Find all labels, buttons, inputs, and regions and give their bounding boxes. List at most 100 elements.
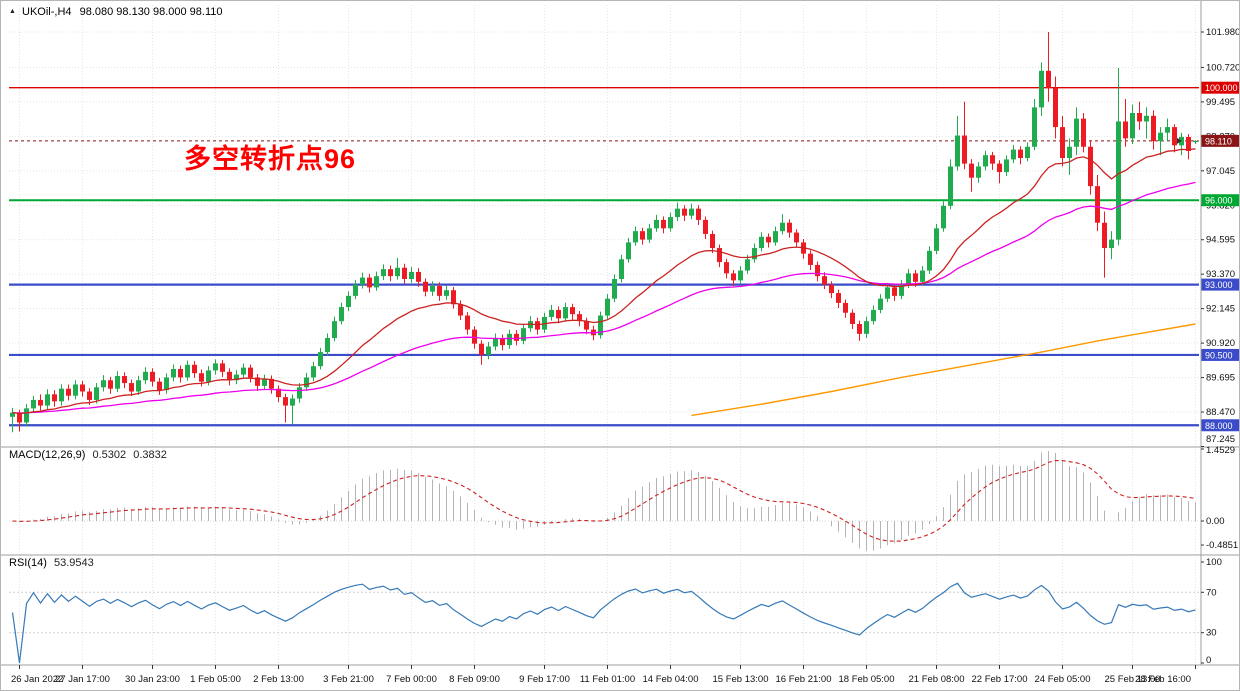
candle-body bbox=[486, 346, 491, 355]
candle-body bbox=[206, 370, 211, 382]
candle-body bbox=[31, 399, 36, 409]
candle-body bbox=[766, 236, 771, 243]
candle-body bbox=[598, 315, 603, 336]
candle-body bbox=[577, 314, 582, 322]
candle-body bbox=[423, 281, 428, 292]
candle-body bbox=[227, 371, 232, 381]
candle-body bbox=[1158, 132, 1163, 142]
candle-body bbox=[108, 380, 113, 389]
candle-body bbox=[843, 302, 848, 313]
candle-body bbox=[430, 286, 435, 292]
candle-body bbox=[45, 394, 50, 406]
candle-body bbox=[969, 163, 974, 178]
axis-label: 1.4529 bbox=[1206, 445, 1235, 456]
annotation-text[interactable]: 多空转折点96 bbox=[184, 144, 357, 174]
candle-body bbox=[157, 381, 162, 391]
axis-label: 24 Feb 05:00 bbox=[1035, 674, 1091, 685]
candle-body bbox=[24, 408, 29, 423]
axis-label: 87.245 bbox=[1206, 434, 1235, 445]
candle-body bbox=[584, 321, 589, 330]
candle-body bbox=[626, 242, 631, 260]
macd-value-signal: 0.3832 bbox=[133, 449, 167, 461]
candle-body bbox=[1151, 115, 1156, 142]
candle-body bbox=[1123, 121, 1128, 139]
candle-body bbox=[290, 398, 295, 406]
axis-label: 92.145 bbox=[1206, 304, 1235, 315]
candle-body bbox=[647, 228, 652, 240]
candle-body bbox=[59, 388, 64, 402]
candle-body bbox=[850, 312, 855, 324]
macd-signal-line bbox=[12, 459, 1196, 542]
axis-label: 89.695 bbox=[1206, 373, 1235, 384]
price-tag-100.000 bbox=[1201, 81, 1239, 94]
candle-body bbox=[325, 338, 330, 353]
candle-body bbox=[920, 270, 925, 282]
collapse-triangle-icon[interactable]: ▲ bbox=[9, 8, 16, 15]
candle-body bbox=[1074, 118, 1079, 147]
rsi-value: 53.9543 bbox=[53, 557, 94, 569]
axis-label: 88.470 bbox=[1206, 407, 1235, 418]
candle-body bbox=[836, 293, 841, 303]
axis-label: 28 Feb 16:00 bbox=[1135, 674, 1191, 685]
candle-body bbox=[318, 352, 323, 367]
candle-body bbox=[1116, 121, 1121, 240]
axis-label: 9 Feb 17:00 bbox=[519, 674, 570, 685]
candle-body bbox=[451, 290, 456, 305]
candle-body bbox=[997, 163, 1002, 173]
candle-body bbox=[549, 309, 554, 317]
candle-body bbox=[80, 384, 85, 392]
candle-body bbox=[269, 378, 274, 389]
candle-body bbox=[311, 366, 316, 378]
axis-label: 21 Feb 08:00 bbox=[909, 674, 965, 685]
candle-body bbox=[395, 267, 400, 277]
candle-body bbox=[703, 219, 708, 234]
axis-label: 7 Feb 00:00 bbox=[386, 674, 437, 685]
axis-label: -0.4851 bbox=[1206, 540, 1238, 551]
macd-value-main: 0.5302 bbox=[92, 449, 127, 461]
candle-body bbox=[444, 290, 449, 296]
price-tag-93.000 bbox=[1201, 278, 1239, 291]
candle-body bbox=[934, 228, 939, 251]
candle-body bbox=[948, 166, 953, 206]
candle-body bbox=[654, 219, 659, 229]
axis-label: 90.500 bbox=[1205, 350, 1233, 360]
candle-body bbox=[353, 284, 358, 296]
candle-body bbox=[696, 208, 701, 220]
candle-body bbox=[1137, 113, 1142, 122]
candle-body bbox=[241, 367, 246, 375]
rsi-panel[interactable] bbox=[1, 555, 1201, 665]
candle-body bbox=[1018, 149, 1023, 159]
axis-label: 27 Jan 17:00 bbox=[55, 674, 110, 685]
candle-body bbox=[500, 338, 505, 346]
candle-body bbox=[780, 222, 785, 232]
candle-body bbox=[682, 208, 687, 216]
candle-body bbox=[276, 388, 281, 398]
candle-body bbox=[640, 231, 645, 240]
candle-body bbox=[1144, 115, 1149, 122]
candle-body bbox=[1102, 222, 1107, 249]
candle-body bbox=[710, 233, 715, 249]
candle-body bbox=[437, 286, 442, 296]
candle-body bbox=[1053, 87, 1058, 128]
candle-body bbox=[220, 363, 225, 372]
price-axis[interactable] bbox=[1202, 1, 1239, 665]
axis-label: 15 Feb 13:00 bbox=[713, 674, 769, 685]
macd-panel[interactable] bbox=[1, 447, 1201, 555]
main-chart-panel[interactable] bbox=[1, 4, 1201, 447]
candle-body bbox=[745, 259, 750, 271]
ema-fast-line bbox=[12, 148, 1196, 415]
candle-body bbox=[1172, 127, 1177, 146]
candle-body bbox=[374, 276, 379, 288]
time-axis[interactable] bbox=[1, 665, 1239, 690]
candle-body bbox=[94, 387, 99, 400]
candle-body bbox=[1095, 186, 1100, 223]
chart-title: ▲ UKOil-,H4 98.080 98.130 98.000 98.110 bbox=[9, 6, 223, 18]
ema-mid-line bbox=[12, 181, 1196, 414]
candle-body bbox=[675, 208, 680, 218]
axis-label: 94.595 bbox=[1206, 235, 1235, 246]
candle-body bbox=[402, 267, 407, 279]
candle-body bbox=[829, 284, 834, 294]
candle-body bbox=[983, 155, 988, 167]
axis-label: 30 Jan 23:00 bbox=[125, 674, 180, 685]
